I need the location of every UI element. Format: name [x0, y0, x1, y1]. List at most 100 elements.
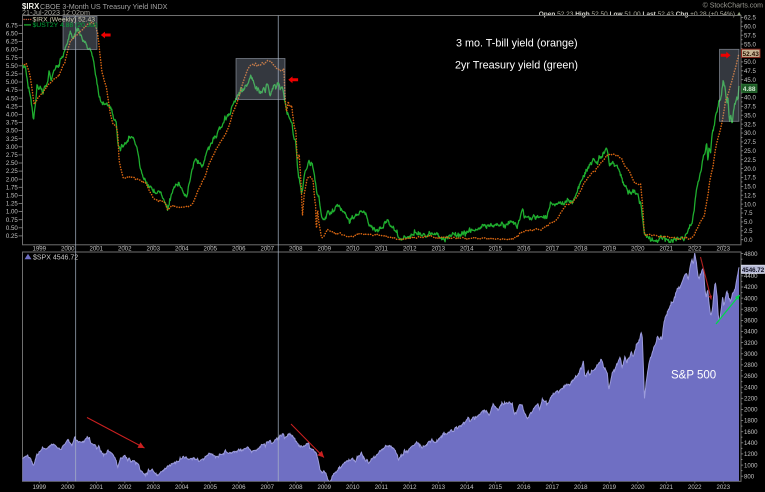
svg-text:2010: 2010 — [346, 246, 360, 253]
svg-text:2800: 2800 — [744, 362, 758, 369]
svg-text:2015: 2015 — [489, 484, 503, 491]
svg-text:2200: 2200 — [744, 396, 758, 403]
svg-text:$IRX: $IRX — [22, 2, 40, 11]
svg-text:2018: 2018 — [574, 246, 588, 253]
svg-text:0.0: 0.0 — [744, 237, 753, 244]
svg-text:4200: 4200 — [744, 284, 758, 291]
svg-text:4400: 4400 — [744, 273, 758, 280]
svg-text:2023: 2023 — [717, 246, 731, 253]
svg-text:7.5: 7.5 — [744, 210, 753, 217]
svg-text:4000: 4000 — [744, 295, 758, 302]
svg-text:2006: 2006 — [232, 484, 246, 491]
svg-text:2012: 2012 — [403, 246, 417, 253]
svg-text:5.75: 5.75 — [6, 55, 18, 62]
svg-text:4.50: 4.50 — [6, 95, 18, 102]
svg-text:27.5: 27.5 — [744, 139, 756, 146]
svg-text:40.0: 40.0 — [744, 95, 756, 102]
svg-text:2009: 2009 — [318, 484, 332, 491]
svg-text:25.0: 25.0 — [744, 148, 756, 155]
svg-text:2002: 2002 — [118, 246, 132, 253]
svg-text:0.75: 0.75 — [6, 217, 18, 224]
svg-text:32.5: 32.5 — [744, 121, 756, 128]
svg-text:22.5: 22.5 — [744, 157, 756, 164]
svg-text:2014: 2014 — [460, 484, 474, 491]
svg-text:2000: 2000 — [744, 407, 758, 414]
svg-text:6.00: 6.00 — [6, 47, 18, 54]
svg-text:62.5: 62.5 — [744, 15, 756, 22]
svg-text:30.0: 30.0 — [744, 130, 756, 137]
svg-text:2010: 2010 — [346, 484, 360, 491]
svg-text:2005: 2005 — [204, 246, 218, 253]
svg-text:1.50: 1.50 — [6, 193, 18, 200]
svg-text:5.50: 5.50 — [6, 63, 18, 70]
svg-text:2011: 2011 — [375, 484, 389, 491]
svg-text:2015: 2015 — [489, 246, 503, 253]
svg-text:2003: 2003 — [147, 246, 161, 253]
svg-text:2.00: 2.00 — [6, 176, 18, 183]
svg-text:2008: 2008 — [289, 484, 303, 491]
svg-text:21-Jul-2023 12:02pm: 21-Jul-2023 12:02pm — [22, 8, 90, 17]
svg-text:3.25: 3.25 — [6, 136, 18, 143]
svg-text:2000: 2000 — [61, 484, 75, 491]
svg-text:3600: 3600 — [744, 318, 758, 325]
svg-text:3200: 3200 — [744, 340, 758, 347]
svg-text:2017: 2017 — [546, 246, 560, 253]
svg-text:1.25: 1.25 — [6, 201, 18, 208]
svg-text:17.5: 17.5 — [744, 175, 756, 182]
svg-text:3400: 3400 — [744, 329, 758, 336]
svg-text:2023: 2023 — [717, 484, 731, 491]
svg-text:2022: 2022 — [688, 246, 702, 253]
svg-text:2004: 2004 — [175, 484, 189, 491]
svg-text:2018: 2018 — [574, 484, 588, 491]
svg-text:47.5: 47.5 — [744, 68, 756, 75]
svg-text:0.25: 0.25 — [6, 233, 18, 240]
svg-text:5.25: 5.25 — [6, 71, 18, 78]
svg-text:2017: 2017 — [546, 484, 560, 491]
svg-text:2400: 2400 — [744, 384, 758, 391]
svg-text:4.88: 4.88 — [743, 86, 756, 93]
svg-text:1.00: 1.00 — [6, 209, 18, 216]
svg-text:2019: 2019 — [603, 484, 617, 491]
svg-text:1800: 1800 — [744, 418, 758, 425]
svg-text:2001: 2001 — [90, 246, 104, 253]
svg-text:$UST2Y 4.88 (20 Jul): $UST2Y 4.88 (20 Jul) — [33, 22, 98, 29]
svg-text:1200: 1200 — [744, 451, 758, 458]
svg-text:15.0: 15.0 — [744, 184, 756, 191]
svg-text:2016: 2016 — [517, 246, 531, 253]
svg-text:800: 800 — [744, 473, 755, 480]
svg-text:5.00: 5.00 — [6, 79, 18, 86]
svg-text:2021: 2021 — [660, 246, 674, 253]
svg-text:4.25: 4.25 — [6, 103, 18, 110]
svg-text:20.0: 20.0 — [744, 166, 756, 173]
svg-text:1000: 1000 — [744, 462, 758, 469]
svg-text:6.50: 6.50 — [6, 31, 18, 38]
svg-text:2020: 2020 — [631, 246, 645, 253]
svg-text:2008: 2008 — [289, 246, 303, 253]
svg-text:2006: 2006 — [232, 246, 246, 253]
svg-text:2.75: 2.75 — [6, 152, 18, 159]
svg-text:4800: 4800 — [744, 251, 758, 258]
svg-text:2012: 2012 — [403, 484, 417, 491]
svg-text:4.00: 4.00 — [6, 112, 18, 119]
svg-text:$IRX (Weekly) 52.43: $IRX (Weekly) 52.43 — [33, 16, 96, 23]
svg-text:5.0: 5.0 — [744, 219, 753, 226]
svg-text:3.75: 3.75 — [6, 120, 18, 127]
svg-text:60.0: 60.0 — [744, 24, 756, 31]
svg-text:2003: 2003 — [147, 484, 161, 491]
svg-text:2.5: 2.5 — [744, 228, 753, 235]
svg-text:2014: 2014 — [460, 246, 474, 253]
svg-text:S&P 500: S&P 500 — [671, 370, 716, 382]
svg-text:1600: 1600 — [744, 429, 758, 436]
svg-text:1.75: 1.75 — [6, 184, 18, 191]
svg-text:Open 52.23 High 52.50 Low 51.0: Open 52.23 High 52.50 Low 51.00 Last 52.… — [539, 11, 735, 18]
svg-text:4.75: 4.75 — [6, 87, 18, 94]
svg-text:2007: 2007 — [261, 484, 275, 491]
svg-text:2021: 2021 — [660, 484, 674, 491]
svg-text:1999: 1999 — [33, 246, 47, 253]
svg-text:1999: 1999 — [33, 484, 47, 491]
svg-text:55.0: 55.0 — [744, 41, 756, 48]
svg-text:57.5: 57.5 — [744, 32, 756, 39]
svg-text:0.50: 0.50 — [6, 225, 18, 232]
svg-text:$SPX 4546.72: $SPX 4546.72 — [33, 255, 78, 262]
svg-text:2013: 2013 — [432, 484, 446, 491]
